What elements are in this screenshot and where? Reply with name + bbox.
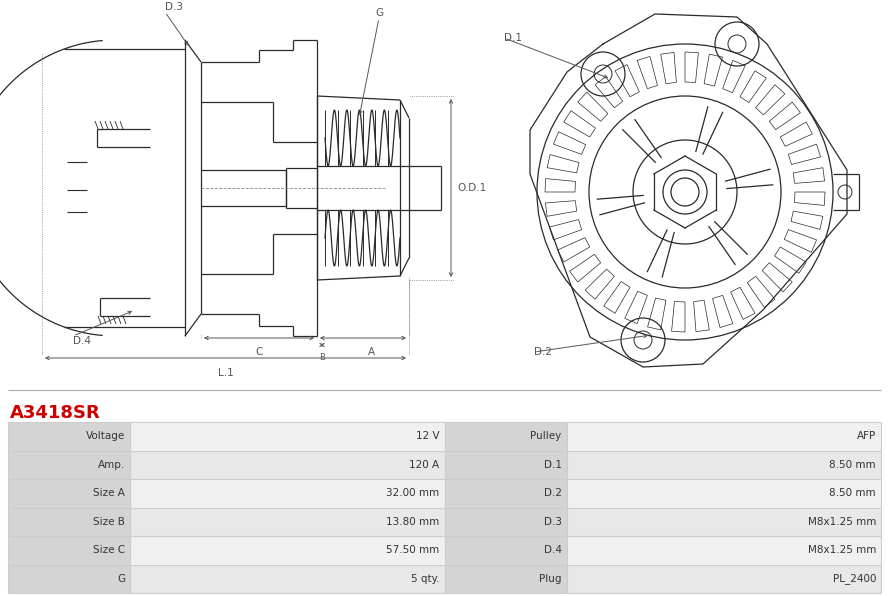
Bar [566,422,881,451]
Bar [130,564,444,593]
Text: O.D.1: O.D.1 [457,183,486,193]
Bar [444,508,566,536]
Text: M8x1.25 mm: M8x1.25 mm [807,517,876,527]
Text: Plug: Plug [540,574,562,583]
Text: Size B: Size B [93,517,125,527]
Bar [444,422,566,451]
Bar [130,479,444,508]
Bar [8,422,130,451]
Text: D.4: D.4 [73,336,91,346]
Text: 12 V: 12 V [416,432,439,441]
Text: G: G [117,574,125,583]
Bar [566,479,881,508]
Bar [8,451,130,479]
Bar [444,564,566,593]
Text: Amp.: Amp. [98,460,125,470]
Bar [566,536,881,564]
Text: D.3: D.3 [544,517,562,527]
Bar [8,479,130,508]
Text: 5 qty.: 5 qty. [411,574,439,583]
Text: 120 A: 120 A [409,460,439,470]
Text: D.3: D.3 [165,2,183,12]
Text: A: A [367,347,374,357]
Text: M8x1.25 mm: M8x1.25 mm [807,545,876,555]
Bar [8,508,130,536]
Text: D.1: D.1 [544,460,562,470]
Text: 8.50 mm: 8.50 mm [829,488,876,498]
Text: Voltage: Voltage [86,432,125,441]
Bar [444,479,566,508]
Bar [444,536,566,564]
Text: AFP: AFP [857,432,876,441]
Text: D.2: D.2 [534,347,552,357]
Text: 13.80 mm: 13.80 mm [386,517,439,527]
Text: L.1: L.1 [218,368,234,378]
Text: C: C [255,347,262,357]
Text: PL_2400: PL_2400 [832,573,876,584]
Bar [130,536,444,564]
Text: D.1: D.1 [504,33,522,43]
Bar [566,564,881,593]
Bar [8,536,130,564]
Text: 57.50 mm: 57.50 mm [386,545,439,555]
Text: Size C: Size C [93,545,125,555]
Bar [8,564,130,593]
Bar [130,508,444,536]
Text: Size A: Size A [93,488,125,498]
Text: 8.50 mm: 8.50 mm [829,460,876,470]
Bar [130,422,444,451]
Text: Pulley: Pulley [531,432,562,441]
Text: D.2: D.2 [544,488,562,498]
Bar [444,451,566,479]
Bar [566,508,881,536]
Text: G: G [375,8,383,18]
Text: D.4: D.4 [544,545,562,555]
Text: 32.00 mm: 32.00 mm [387,488,439,498]
Bar [130,451,444,479]
Text: A3418SR: A3418SR [10,404,100,422]
Text: B: B [319,353,325,362]
Bar [566,451,881,479]
